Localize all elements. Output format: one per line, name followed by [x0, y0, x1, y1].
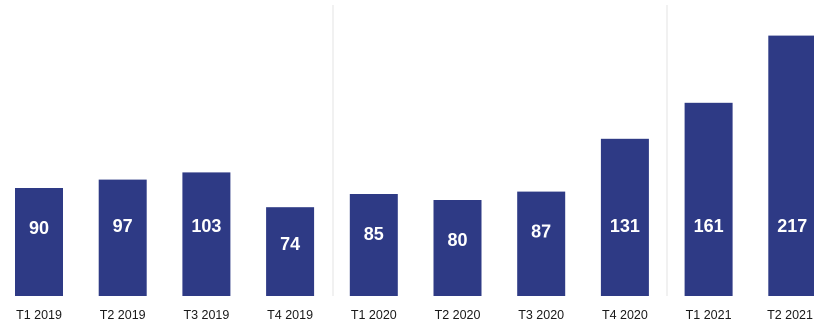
- data-label-7: 131: [610, 216, 640, 236]
- data-label-0: 90: [29, 218, 49, 238]
- data-label-3: 74: [280, 234, 300, 254]
- data-label-2: 103: [191, 216, 221, 236]
- x-tick-label-7: T4 2020: [602, 308, 648, 322]
- bar-t2-2019: [98, 179, 147, 296]
- bar-t4-2019: [266, 207, 315, 296]
- x-tick-label-2: T3 2019: [183, 308, 229, 322]
- bar-series: [15, 35, 814, 296]
- x-tick-label-1: T2 2019: [100, 308, 146, 322]
- bar-t1-2019: [15, 188, 63, 296]
- x-tick-label-5: T2 2020: [435, 308, 481, 322]
- bar-t4-2020: [600, 138, 649, 296]
- x-tick-label-8: T1 2021: [686, 308, 732, 322]
- data-label-9: 217: [777, 216, 807, 236]
- bar-t2-2020: [433, 200, 482, 296]
- data-label-6: 87: [531, 222, 551, 242]
- data-label-8: 161: [694, 216, 724, 236]
- x-tick-label-4: T1 2020: [351, 308, 397, 322]
- bar-t3-2020: [517, 191, 566, 296]
- data-label-1: 97: [113, 216, 133, 236]
- x-tick-label-9: T2 2021: [767, 308, 813, 322]
- bar-t3-2019: [182, 172, 231, 296]
- x-tick-label-0: T1 2019: [16, 308, 62, 322]
- data-label-4: 85: [364, 224, 384, 244]
- bar-t1-2021: [684, 102, 733, 296]
- bar-t2-2021: [768, 35, 814, 296]
- data-label-5: 80: [447, 230, 467, 250]
- bar-t1-2020: [349, 194, 398, 296]
- x-tick-label-3: T4 2019: [267, 308, 313, 322]
- x-axis-tick-labels: T1 2019 T2 2019 T3 2019 T4 2019 T1 2020 T2 20…: [16, 308, 813, 322]
- data-labels: 90 97 103 74 85 80 87 131 161 217: [29, 216, 807, 254]
- x-tick-label-6: T3 2020: [518, 308, 564, 322]
